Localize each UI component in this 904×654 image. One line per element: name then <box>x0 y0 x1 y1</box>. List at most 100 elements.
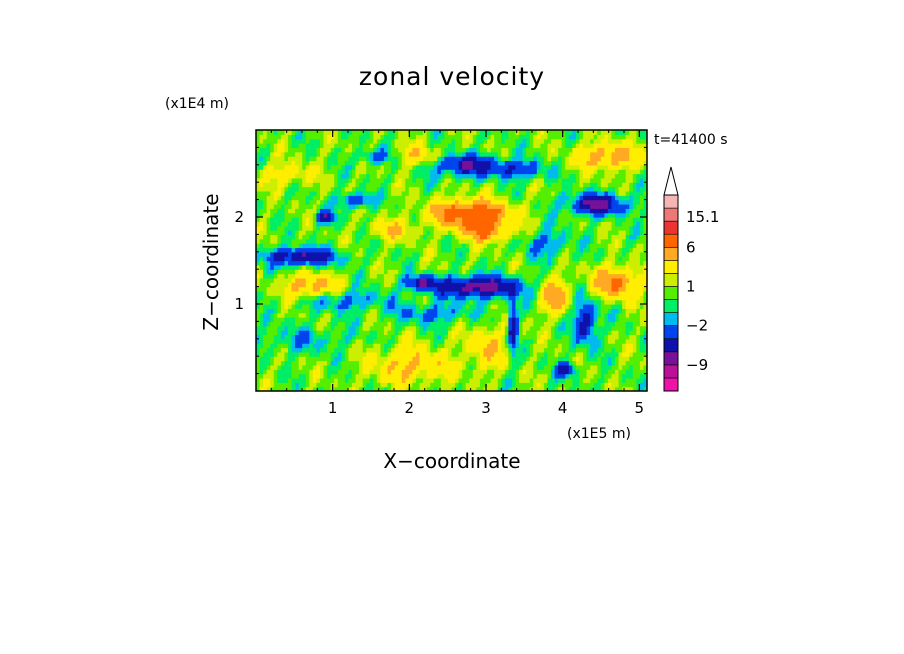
field-cell <box>600 221 605 227</box>
field-cell <box>579 225 584 231</box>
field-cell <box>472 282 477 288</box>
field-cell <box>323 230 328 235</box>
field-cell <box>398 312 403 318</box>
field-cell <box>504 251 509 257</box>
field-cell <box>472 269 477 275</box>
field-cell <box>280 373 286 379</box>
field-cell <box>565 377 570 383</box>
field-cell <box>476 325 481 331</box>
field-cell <box>284 221 289 227</box>
field-cell <box>348 230 353 235</box>
field-cell <box>380 343 385 349</box>
field-cell <box>586 295 591 301</box>
field-cell <box>309 308 314 314</box>
field-cell <box>366 382 371 388</box>
field-cell <box>462 221 467 227</box>
field-cell <box>433 386 438 391</box>
field-cell <box>636 269 641 275</box>
field-cell <box>597 212 602 218</box>
field-cell <box>256 203 261 209</box>
field-cell <box>398 325 403 331</box>
field-cell <box>309 304 314 309</box>
field-cell <box>504 347 509 353</box>
field-cell <box>355 334 360 340</box>
field-cell <box>430 217 435 222</box>
field-cell <box>334 299 339 305</box>
field-cell <box>369 269 374 275</box>
field-cell <box>273 264 278 270</box>
field-cell <box>273 360 278 366</box>
field-cell <box>440 369 445 375</box>
field-cell <box>536 195 541 201</box>
field-cell <box>508 347 513 353</box>
field-cell <box>415 264 421 270</box>
field-cell <box>394 256 399 262</box>
field-cell <box>337 247 342 253</box>
field-cell <box>455 273 460 279</box>
field-cell <box>355 351 360 357</box>
field-cell <box>590 269 595 275</box>
field-cell <box>327 251 332 257</box>
field-cell <box>259 304 264 309</box>
field-cell <box>270 338 275 344</box>
field-cell <box>554 251 559 257</box>
field-cell <box>536 330 541 336</box>
field-cell <box>291 234 296 240</box>
field-cell <box>359 360 364 366</box>
field-cell <box>344 247 350 253</box>
field-cell <box>440 290 445 296</box>
field-cell <box>504 356 509 362</box>
field-cell <box>455 208 460 214</box>
field-cell <box>348 260 353 266</box>
field-cell <box>423 364 428 370</box>
field-cell <box>447 243 453 249</box>
field-cell <box>490 290 495 296</box>
field-cell <box>362 347 367 353</box>
field-cell <box>575 217 581 222</box>
field-cell <box>280 251 286 257</box>
field-cell <box>558 321 563 327</box>
field-cell <box>376 330 381 336</box>
field-cell <box>256 238 261 244</box>
field-cell <box>312 264 318 270</box>
field-cell <box>568 373 573 379</box>
field-cell <box>455 295 460 301</box>
field-cell <box>558 277 563 283</box>
field-cell <box>330 277 335 283</box>
field-cell <box>412 208 417 214</box>
field-cell <box>284 286 289 292</box>
field-cell <box>636 382 641 388</box>
field-cell <box>511 308 517 314</box>
field-cell <box>440 217 445 222</box>
field-cell <box>643 386 647 391</box>
field-cell <box>462 373 467 379</box>
field-cell <box>572 325 577 331</box>
field-cell <box>273 251 278 257</box>
field-cell <box>373 230 378 235</box>
field-cell <box>334 321 339 327</box>
field-cell <box>551 286 556 292</box>
field-cell <box>604 312 609 318</box>
field-cell <box>579 295 584 301</box>
field-cell <box>366 360 371 366</box>
field-cell <box>256 334 261 340</box>
field-cell <box>643 238 647 244</box>
field-cell <box>501 273 506 279</box>
field-cell <box>330 308 335 314</box>
field-cell <box>572 304 577 309</box>
field-cell <box>440 277 445 283</box>
field-cell <box>465 269 470 275</box>
field-cell <box>280 264 286 270</box>
field-cell <box>284 364 289 370</box>
field-cell <box>629 356 634 362</box>
field-cell <box>625 208 630 214</box>
field-cell <box>547 356 552 362</box>
field-cell <box>494 295 499 301</box>
field-cell <box>568 295 573 301</box>
field-cell <box>341 217 346 222</box>
field-cell <box>256 264 261 270</box>
field-cell <box>639 247 645 253</box>
field-cell <box>476 351 481 357</box>
field-cell <box>444 290 449 296</box>
field-cell <box>622 308 627 314</box>
